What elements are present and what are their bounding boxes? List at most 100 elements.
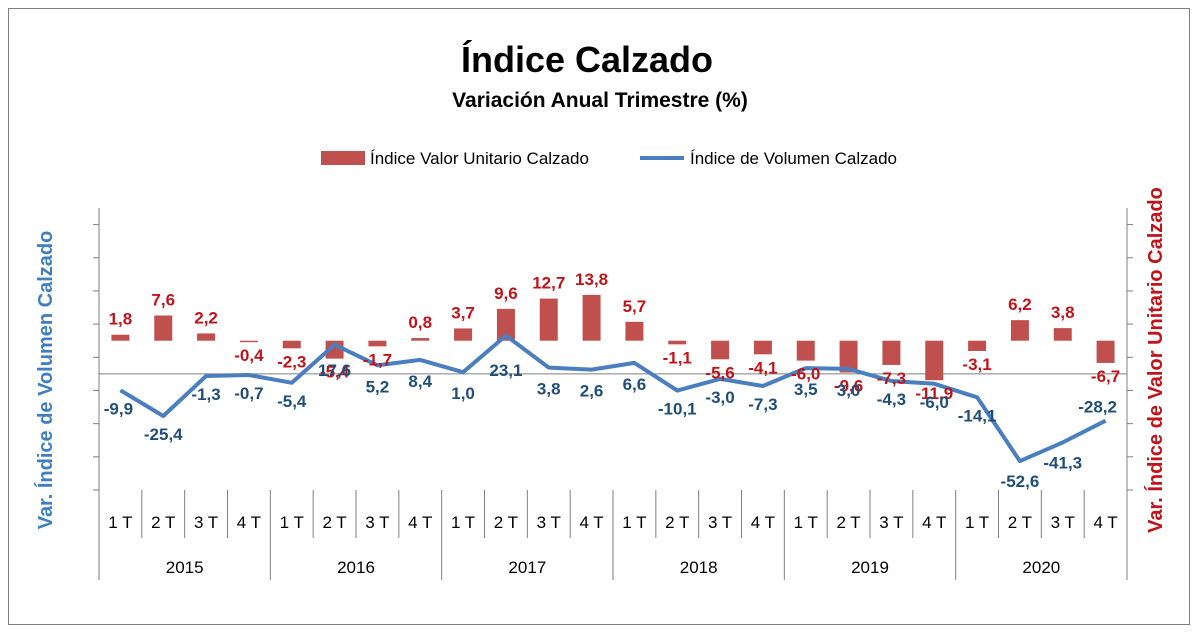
bar-data-label: 13,8 (575, 270, 608, 289)
bar (154, 315, 173, 341)
quarter-label: 4 T (751, 513, 775, 532)
category-axis: 1 T 2 T 3 T 4 T 1 T 2 T 3 T 4 T 1 T 2 T 3 T 4 T 1 T 2… (98, 490, 1128, 580)
axes (93, 208, 1133, 491)
quarter-label: 1 T (622, 513, 646, 532)
bar-data-label: 12,7 (532, 274, 565, 293)
line-data-label: -14,1 (958, 406, 997, 425)
bar (496, 308, 515, 341)
legend-label-bars: Índice Valor Unitario Calzado (370, 149, 589, 168)
bar-data-label: 6,2 (1008, 295, 1032, 314)
legend-swatch-bars (321, 151, 365, 165)
quarter-label: 2 T (665, 513, 689, 532)
line-data-label: 3,8 (537, 380, 561, 399)
bar (197, 333, 216, 341)
bar (796, 340, 815, 361)
line-data-label: 5,2 (366, 377, 390, 396)
y-axis-title-left: Var. Índice de Volumen Calzado (34, 231, 57, 530)
bar (1010, 320, 1029, 341)
bar-data-label: -2,3 (277, 352, 306, 371)
line-data-label: -52,6 (1001, 472, 1040, 491)
line-data-label: -3,0 (705, 388, 734, 407)
line-data-label: 2,6 (580, 382, 604, 401)
quarter-label: 1 T (280, 513, 304, 532)
line-data-label: 8,4 (408, 372, 432, 391)
bar (625, 321, 644, 341)
bar-data-label: -4,1 (748, 358, 777, 377)
year-label: 2017 (508, 558, 546, 577)
bar-data-label: -5,4 (320, 363, 350, 382)
bar (454, 328, 473, 341)
bar-data-label: -5,6 (705, 363, 734, 382)
line-data-label: 6,6 (623, 375, 647, 394)
bar-data-label: 1,8 (109, 310, 133, 329)
line-data-label: -9,9 (104, 399, 133, 418)
legend-label-line: Índice de Volumen Calzado (690, 149, 897, 168)
bar-data-label: 0,8 (408, 313, 432, 332)
bar (839, 340, 858, 373)
bar (239, 340, 258, 343)
quarter-label: 4 T (408, 513, 432, 532)
legend: Índice Valor Unitario Calzado Índice de … (321, 149, 897, 168)
bar (668, 340, 687, 345)
bar (582, 294, 601, 341)
quarter-label: 3 T (537, 513, 561, 532)
line-data-label: -25,4 (144, 425, 183, 444)
bar-data-label: -11,9 (915, 384, 953, 403)
bar-data-label: -7,3 (877, 369, 906, 388)
quarter-label: 3 T (879, 513, 903, 532)
quarter-label: 4 T (579, 513, 603, 532)
bar-data-label: -9,6 (834, 377, 863, 396)
quarter-label: 4 T (922, 513, 946, 532)
chart-frame (8, 8, 1190, 625)
year-label: 2020 (1022, 558, 1060, 577)
line-data-label: -0,7 (234, 384, 263, 403)
bar-data-label: 3,7 (451, 303, 475, 322)
bar-data-label: 9,6 (494, 284, 518, 303)
bar (753, 340, 772, 355)
line-data-label: -1,3 (191, 385, 220, 404)
quarter-label: 3 T (365, 513, 389, 532)
bar-series (111, 294, 1115, 381)
year-label: 2018 (680, 558, 718, 577)
series-line (119, 333, 1107, 464)
line-data-label: -10,1 (658, 400, 697, 419)
quarter-label: 1 T (794, 513, 818, 532)
quarter-label: 2 T (151, 513, 175, 532)
quarter-label: 1 T (108, 513, 132, 532)
y-axis-title-right: Var. Índice de Valor Unitario Calzado (1144, 187, 1167, 533)
bar-data-label: 7,6 (151, 290, 175, 309)
quarter-label: 4 T (237, 513, 261, 532)
quarter-label: 4 T (1093, 513, 1117, 532)
bar-data-label: -3,1 (962, 355, 991, 374)
quarter-label: 3 T (1051, 513, 1075, 532)
bar (925, 340, 944, 381)
bar (411, 338, 430, 341)
bar-data-label: -1,1 (663, 348, 692, 367)
chart-title: Índice Calzado (461, 39, 713, 80)
quarter-label: 2 T (1008, 513, 1032, 532)
line-data-label: -41,3 (1043, 453, 1082, 472)
bar-data-label: -0,4 (234, 346, 264, 365)
bar-data-label: 5,7 (623, 297, 647, 316)
bar (1053, 328, 1072, 341)
line-series (119, 333, 1107, 464)
quarter-label: 2 T (322, 513, 346, 532)
line-data-label: -28,2 (1078, 398, 1117, 417)
bar (282, 340, 301, 349)
line-data-label: -7,3 (748, 395, 777, 414)
bar (539, 298, 558, 341)
bar-data-label: -6,7 (1091, 367, 1120, 386)
bar (882, 340, 901, 365)
data-labels: 1,8 7,6 2,2 -0,4 -2,3 -5,4 -1,7 0,8 3,7 9,6 12,7 13… (104, 270, 1120, 491)
bar-data-label: 2,2 (194, 308, 218, 327)
line-data-label: -4,3 (877, 390, 906, 409)
quarter-label: 3 T (708, 513, 732, 532)
year-label: 2015 (166, 558, 204, 577)
bar-data-label: -6,0 (791, 365, 820, 384)
line-data-label: 3,0 (837, 381, 861, 400)
line-data-label: 3,5 (794, 380, 818, 399)
line-data-label: 23,1 (489, 361, 522, 380)
quarter-label: 2 T (836, 513, 860, 532)
line-data-label: -5,4 (277, 392, 307, 411)
